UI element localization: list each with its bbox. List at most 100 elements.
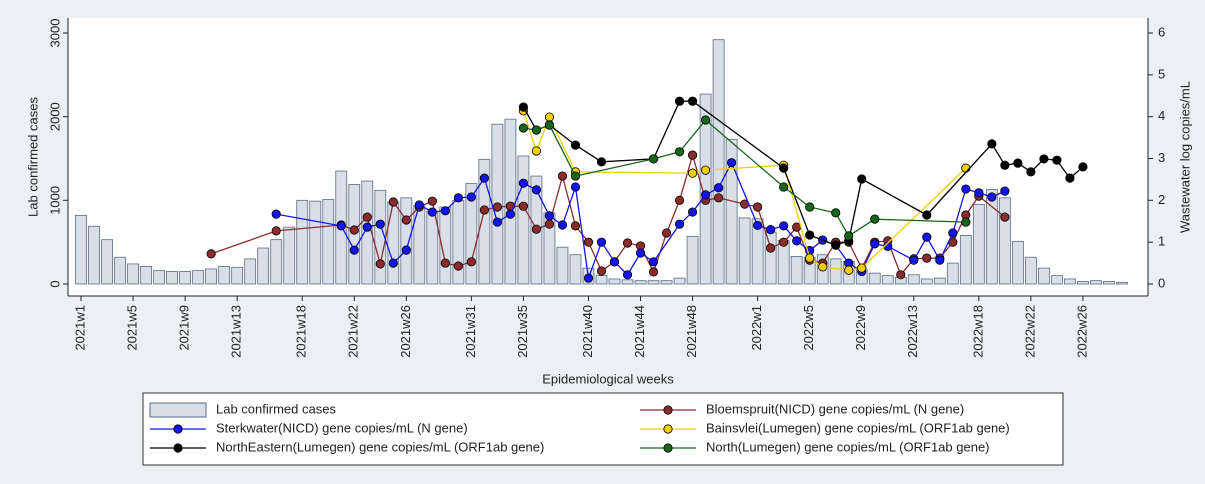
series-marker (687, 96, 698, 106)
bar (673, 277, 686, 285)
y2-tick-label: 6 (1158, 24, 1165, 39)
legend-swatch (149, 402, 207, 418)
series-marker (544, 211, 555, 221)
bar (1064, 278, 1076, 285)
series-marker (961, 163, 971, 173)
series-marker (596, 266, 607, 276)
series-marker (544, 112, 555, 122)
bar (725, 138, 738, 285)
bar (595, 275, 608, 285)
bar (452, 199, 465, 285)
y-axis-title: Lab confirmed cases (25, 97, 40, 217)
y2-tick-label: 4 (1158, 108, 1165, 123)
series-marker (805, 202, 815, 212)
series-marker (544, 120, 555, 130)
legend-swatch (663, 443, 673, 453)
series-marker (896, 270, 906, 280)
bar (933, 277, 946, 285)
series-marker (700, 190, 711, 200)
y2-axis-title: Wastewater log copies/mL (1177, 81, 1192, 233)
legend-swatch (173, 443, 183, 453)
y2-tick-label: 5 (1158, 66, 1165, 81)
bar (634, 280, 647, 285)
y2-tick-label: 2 (1158, 192, 1165, 207)
series-marker (609, 257, 620, 267)
series-marker (427, 207, 437, 217)
series-marker (727, 158, 737, 168)
legend-label: Bloemspruit(NICD) gene copies/mL (N gene… (706, 401, 964, 416)
bar (283, 226, 296, 285)
bar (1051, 275, 1063, 285)
bar (972, 204, 985, 285)
bar (309, 200, 322, 285)
series-marker (922, 210, 932, 220)
bar (114, 256, 126, 285)
bar (465, 183, 478, 285)
series-marker (687, 168, 698, 178)
bar (1090, 280, 1102, 285)
bar (88, 225, 100, 285)
series-line (522, 100, 1084, 246)
series-marker (987, 139, 997, 149)
bar (127, 263, 139, 285)
series-marker (818, 262, 828, 272)
x-tick-label: 2021w18 (294, 305, 309, 358)
series-marker (922, 253, 932, 263)
bar (569, 254, 582, 285)
series-marker (570, 221, 581, 231)
series-marker (1039, 154, 1049, 164)
bar (1103, 281, 1115, 285)
series-marker (622, 238, 633, 248)
bar (257, 247, 270, 285)
bar (686, 235, 699, 285)
x-tick-label: 2022w1 (749, 305, 764, 351)
series-marker (544, 219, 555, 229)
legend-label: NorthEastern(Lumegen) gene copies/mL (OR… (216, 439, 544, 454)
x-tick-label: 2022w5 (801, 305, 816, 351)
bar (608, 278, 621, 285)
bar (218, 266, 231, 285)
bar (985, 189, 998, 285)
series-marker (648, 267, 659, 277)
series-marker (753, 202, 763, 212)
series-marker (700, 165, 711, 175)
series-marker (401, 215, 411, 225)
bar (400, 197, 413, 285)
series-marker (1026, 167, 1036, 177)
series-marker (635, 248, 646, 258)
legend-swatch (663, 405, 673, 415)
series-marker (648, 154, 659, 164)
y2-tick-label: 1 (1158, 234, 1165, 249)
series-marker (779, 163, 789, 173)
series-marker (466, 192, 476, 202)
series-marker (805, 230, 815, 240)
series-marker (779, 221, 789, 231)
bar (179, 271, 192, 285)
series-marker (1065, 173, 1075, 183)
series-marker (479, 173, 489, 183)
series-marker (870, 239, 880, 249)
x-tick-label: 2021w35 (515, 305, 530, 358)
bar (244, 258, 257, 285)
x-tick-label: 2022w26 (1074, 305, 1089, 358)
bar (959, 235, 972, 285)
series-marker (648, 257, 659, 267)
x-tick-label: 2021w26 (398, 305, 413, 358)
bar (738, 217, 751, 285)
bar (1116, 281, 1128, 285)
series-marker (857, 174, 867, 184)
x-tick-label: 2022w13 (905, 305, 920, 358)
y-tick-label: 0 (47, 280, 62, 287)
series-marker (427, 196, 437, 206)
bar (998, 197, 1011, 285)
bar (829, 258, 842, 285)
series-marker (779, 182, 789, 192)
bar (647, 280, 660, 285)
bar (504, 118, 517, 285)
bar (387, 201, 400, 285)
bar (140, 266, 152, 285)
x-tick-label: 2021w44 (632, 305, 647, 358)
bar (946, 262, 959, 285)
bar (478, 158, 491, 285)
series-marker (687, 207, 698, 217)
